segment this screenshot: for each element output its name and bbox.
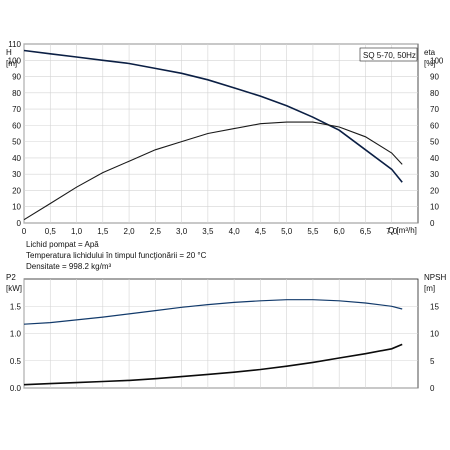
top-x-tick-label: 3,0 [176, 227, 188, 236]
top-chart-grid [23, 43, 418, 224]
top-x-tick-label: 3,5 [202, 227, 214, 236]
bottom-chart-grid [23, 279, 418, 389]
top-x-tick-label: 5,0 [281, 227, 293, 236]
bottom-right-ylabel-1: NPSH [424, 273, 446, 282]
top-x-tick-label: 0,5 [45, 227, 57, 236]
top-right-tick-label: 70 [430, 105, 439, 114]
top-left-tick-label: 90 [12, 73, 21, 82]
note-temperature: Temperatura lichidului în timpul funcţio… [26, 251, 207, 260]
note-liquid: Lichid pompat = Apă [26, 240, 99, 249]
bottom-left-tick-label: 0.5 [10, 357, 22, 366]
top-x-tick-label: 1,5 [97, 227, 109, 236]
top-left-ylabel-2: [m] [6, 59, 17, 68]
top-left-tick-label: 80 [12, 89, 21, 98]
top-right-tick-label: 100 [430, 56, 444, 65]
top-x-tick-label: 2,5 [150, 227, 162, 236]
chart-title-box [359, 47, 418, 62]
top-x-tick-label: 1,0 [71, 227, 83, 236]
top-xlabel: Q [m³/h] [388, 226, 417, 235]
top-x-tick-label: 2,0 [124, 227, 136, 236]
bottom-right-ylabel-2: [m] [424, 284, 435, 293]
top-left-tick-label: 0 [17, 219, 22, 228]
top-right-ylabel-1: eta [424, 48, 436, 57]
top-chart-series [23, 49, 403, 221]
top-x-tick-label: 6,5 [360, 227, 372, 236]
bottom-chart-series [23, 299, 403, 386]
top-left-tick-label: 50 [12, 138, 21, 147]
note-density: Densitate = 998.2 kg/m³ [26, 262, 111, 271]
top-x-tick-label: 6,0 [334, 227, 346, 236]
bottom-right-tick-label: 15 [430, 302, 439, 311]
bottom-right-tick-label: 5 [430, 357, 435, 366]
top-right-tick-label: 40 [430, 154, 439, 163]
top-left-tick-label: 40 [12, 154, 21, 163]
top-x-tick-label: 0 [22, 227, 27, 236]
bottom-right-tick-label: 0 [430, 384, 435, 393]
top-series-eta-line [23, 121, 403, 221]
bottom-left-tick-label: 1.0 [10, 330, 22, 339]
top-right-tick-label: 80 [430, 89, 439, 98]
top-right-tick-label: 60 [430, 121, 439, 130]
top-chart-frame [23, 43, 419, 224]
top-left-tick-label: 30 [12, 170, 21, 179]
top-chart-ticks: 0 0,5 1,0 1,5 2,0 2,5 3,0 3,5 4,0 4,5 5,0 5,5 6,0 6,5… [8, 40, 444, 236]
bottom-series-p2-line [23, 299, 403, 325]
top-left-tick-label: 110 [8, 40, 21, 49]
top-series-h-line [23, 49, 403, 183]
top-left-tick-label: 10 [12, 203, 21, 212]
top-right-tick-label: 0 [430, 219, 435, 228]
chart-title: SQ 5-70, 50Hz [363, 51, 416, 60]
top-right-tick-label: 30 [430, 170, 439, 179]
top-left-tick-label: 20 [12, 186, 21, 195]
top-left-tick-label: 60 [12, 121, 21, 130]
top-x-tick-label: 5,5 [307, 227, 319, 236]
bottom-right-tick-label: 10 [430, 330, 439, 339]
top-right-tick-label: 20 [430, 186, 439, 195]
top-left-tick-label: 100 [8, 56, 22, 65]
top-right-tick-label: 10 [430, 203, 439, 212]
bottom-series-npsh-line [23, 343, 403, 386]
bottom-left-tick-label: 1.5 [10, 302, 22, 311]
bottom-chart-ticks: 0.0 0.5 1.0 1.5 0 5 10 15 [10, 302, 440, 393]
top-left-ylabel-1: H [6, 48, 12, 57]
bottom-left-tick-label: 0.0 [10, 384, 22, 393]
top-x-tick-label: 4,0 [229, 227, 241, 236]
top-x-tick-label: 7,0 [386, 227, 398, 236]
top-right-tick-label: 90 [430, 73, 439, 82]
top-right-tick-label: 50 [430, 138, 439, 147]
top-right-ylabel-2: [%] [424, 59, 436, 68]
bottom-left-ylabel-2: [kW] [6, 284, 22, 293]
top-left-tick-label: 70 [12, 105, 21, 114]
top-x-tick-label: 4,5 [255, 227, 267, 236]
bottom-left-ylabel-1: P2 [6, 273, 16, 282]
